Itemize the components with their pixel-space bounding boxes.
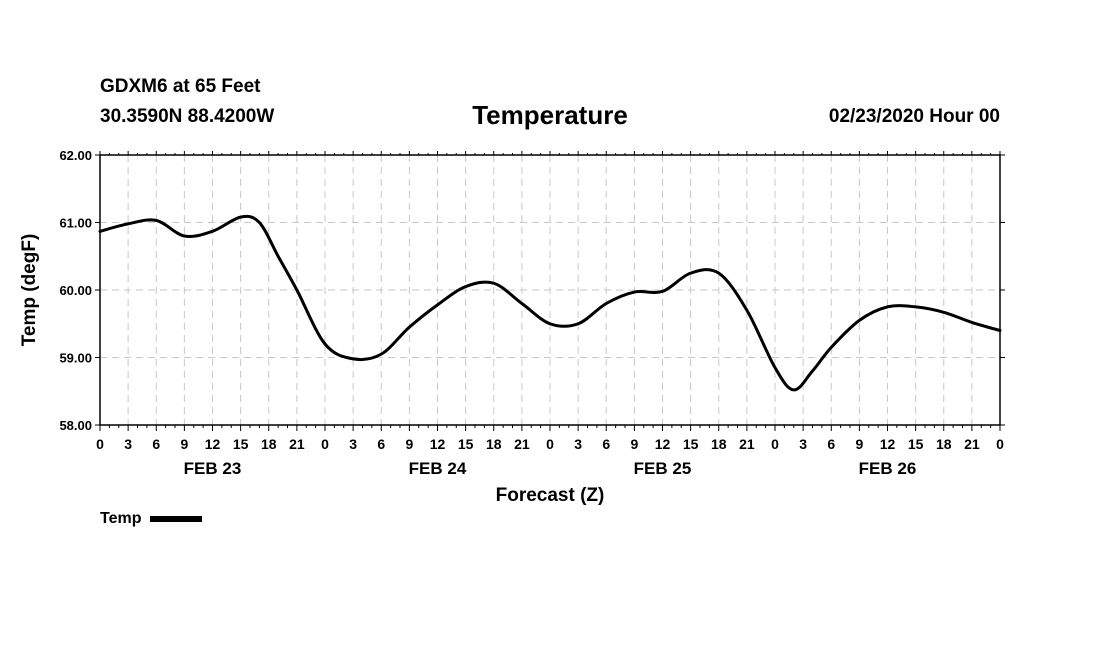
x-tick-label: 21 <box>964 436 980 452</box>
x-tick-label: 0 <box>96 436 104 452</box>
x-tick-label: 21 <box>289 436 305 452</box>
day-label: FEB 24 <box>409 459 467 478</box>
x-tick-label: 9 <box>855 436 863 452</box>
x-tick-label: 0 <box>771 436 779 452</box>
day-label: FEB 25 <box>634 459 692 478</box>
x-tick-label: 18 <box>936 436 952 452</box>
x-tick-label: 15 <box>683 436 699 452</box>
x-tick-label: 18 <box>486 436 502 452</box>
x-tick-label: 9 <box>630 436 638 452</box>
x-tick-label: 12 <box>430 436 446 452</box>
x-tick-label: 6 <box>827 436 835 452</box>
y-tick-label: 62.00 <box>59 148 92 163</box>
x-tick-label: 3 <box>349 436 357 452</box>
x-tick-label: 21 <box>514 436 530 452</box>
x-tick-label: 21 <box>739 436 755 452</box>
x-tick-label: 9 <box>405 436 413 452</box>
day-label: FEB 23 <box>184 459 242 478</box>
x-tick-label: 9 <box>180 436 188 452</box>
x-tick-label: 15 <box>908 436 924 452</box>
x-tick-label: 12 <box>205 436 221 452</box>
x-tick-label: 12 <box>655 436 671 452</box>
y-tick-label: 61.00 <box>59 216 92 231</box>
x-tick-label: 12 <box>880 436 896 452</box>
x-axis-title: Forecast (Z) <box>496 485 605 506</box>
legend: Temp <box>100 510 203 528</box>
series-line-temp <box>98 214 1002 392</box>
day-label: FEB 26 <box>859 459 917 478</box>
x-tick-label: 6 <box>377 436 385 452</box>
x-tick-label: 3 <box>124 436 132 452</box>
y-tick-label: 58.00 <box>59 418 92 433</box>
x-tick-label: 15 <box>233 436 249 452</box>
y-tick-label: 59.00 <box>59 351 92 366</box>
x-tick-label: 3 <box>574 436 582 452</box>
legend-label: Temp <box>100 510 142 527</box>
forecast-datetime: 02/23/2020 Hour 00 <box>828 106 1000 127</box>
y-tick-label: 60.00 <box>59 283 92 298</box>
x-tick-label: 6 <box>152 436 160 452</box>
x-tick-label: 0 <box>546 436 554 452</box>
chart-title: Temperature <box>472 100 628 130</box>
x-tick-label: 0 <box>321 436 329 452</box>
y-axis-title: Temp (degF) <box>19 234 40 347</box>
x-tick-label: 18 <box>711 436 727 452</box>
x-tick-label: 15 <box>458 436 474 452</box>
coordinates-label: 30.3590N 88.4200W <box>100 106 275 127</box>
x-tick-label: 18 <box>261 436 277 452</box>
x-tick-label: 3 <box>799 436 807 452</box>
station-label: GDXM6 at 65 Feet <box>100 76 261 97</box>
x-tick-label: 0 <box>996 436 1004 452</box>
x-tick-label: 6 <box>602 436 610 452</box>
legend-swatch <box>150 516 203 522</box>
